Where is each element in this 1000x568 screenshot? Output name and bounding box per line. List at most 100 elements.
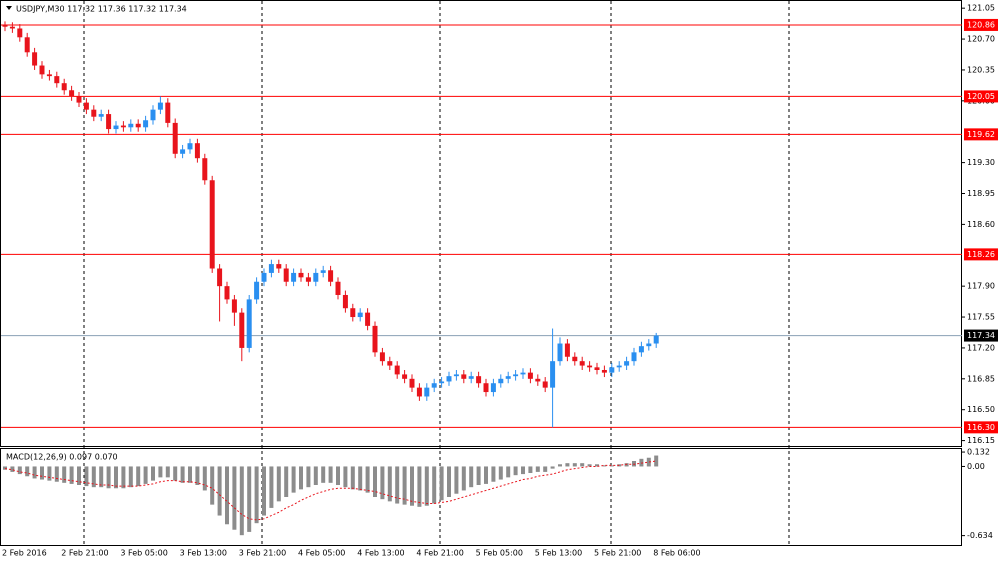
macd-bar: [128, 466, 133, 488]
macd-bar: [291, 466, 296, 493]
candle-body: [587, 365, 593, 368]
candle-body: [283, 268, 289, 282]
y-tick-label: 116.85: [967, 374, 995, 383]
macd-bar: [595, 464, 599, 467]
chart-title: USDJPY,M30 117.32 117.36 117.32 117.34: [16, 5, 187, 14]
macd-bar: [247, 466, 252, 532]
candle-body: [505, 376, 511, 379]
macd-bar: [276, 466, 281, 502]
candle-body: [513, 374, 519, 377]
candle-body: [527, 372, 533, 379]
candle-body: [342, 294, 348, 309]
candle-body: [572, 356, 578, 362]
macd-bar: [239, 466, 244, 536]
menu-arrow: [6, 6, 12, 10]
level-label-box: [964, 18, 998, 31]
candle-body: [194, 143, 200, 159]
macd-bar: [202, 466, 207, 491]
x-tick-label: 5 Feb 13:00: [535, 549, 582, 558]
candle-body: [357, 312, 363, 318]
macd-bar: [91, 466, 96, 488]
macd-bar: [106, 466, 111, 489]
candle-body: [335, 281, 341, 295]
macd-bar: [558, 464, 562, 467]
y-tick-label: 116.50: [967, 405, 995, 414]
macd-bar: [10, 466, 15, 472]
macd-bar: [484, 466, 488, 484]
candle-body: [646, 343, 652, 347]
candle-body: [276, 264, 282, 269]
y-tick-label: 119.30: [967, 158, 995, 167]
macd-bar: [506, 466, 511, 478]
x-tick-label: 4 Feb 05:00: [298, 549, 345, 558]
macd-bar: [299, 466, 303, 490]
x-tick-label: 8 Feb 06:00: [653, 549, 700, 558]
candle-body: [550, 361, 556, 388]
macd-bar: [469, 466, 474, 488]
last-price-label: 117.34: [967, 331, 995, 340]
indicator-title: MACD(12,26,9) 0.097 0.070: [6, 453, 118, 462]
macd-bar: [639, 458, 644, 467]
last-price-box: [964, 329, 998, 342]
level-label: 120.05: [967, 92, 995, 101]
candle-body: [483, 383, 489, 393]
candle-body: [416, 387, 422, 397]
candle-body: [372, 325, 378, 353]
macd-bar: [77, 466, 81, 485]
level-label: 119.62: [967, 130, 995, 139]
candle-body: [128, 123, 134, 128]
macd-bar: [269, 466, 274, 508]
candle-body: [313, 272, 319, 282]
main-frame: [0, 0, 962, 447]
candle-body: [46, 74, 52, 77]
candle-body: [439, 381, 445, 384]
candle-body: [91, 109, 97, 117]
candle-body: [98, 114, 104, 117]
x-tick-label: 5 Feb 05:00: [476, 549, 523, 558]
y-tick-label: 117.90: [967, 282, 995, 291]
candle-body: [246, 299, 252, 348]
candle-body: [328, 270, 334, 282]
macd-bar: [321, 466, 326, 483]
candle-body: [24, 37, 30, 53]
candle-body: [601, 369, 607, 373]
x-tick-label: 5 Feb 21:00: [594, 549, 641, 558]
level-label-box: [964, 128, 998, 141]
macd-bar: [395, 466, 400, 504]
macd-bar: [439, 466, 444, 501]
candle-body: [165, 102, 171, 123]
candle-body: [76, 96, 82, 103]
level-label: 118.26: [967, 250, 995, 259]
macd-bar: [284, 466, 289, 497]
candle-body: [409, 378, 415, 388]
candle-body: [54, 76, 60, 84]
macd-bar: [151, 466, 155, 481]
macd-bar: [528, 466, 533, 473]
x-tick-label: 3 Feb 05:00: [120, 549, 167, 558]
macd-bar: [491, 466, 496, 482]
macd-bar: [654, 455, 659, 467]
macd-bar: [572, 463, 577, 467]
macd-bar: [424, 466, 429, 506]
macd-bar: [180, 466, 185, 483]
candle-body: [305, 277, 311, 282]
candle-body: [39, 65, 45, 75]
x-tick-label: 4 Feb 13:00: [357, 549, 404, 558]
macd-bar: [173, 466, 178, 481]
macd-bar: [40, 466, 44, 480]
macd-bar: [447, 466, 451, 497]
macd-bar: [410, 466, 414, 506]
y-tick-label: 121.05: [967, 4, 995, 13]
macd-bar: [454, 466, 459, 494]
candle-body: [490, 383, 496, 393]
candle-body: [172, 122, 178, 154]
y-tick-label: 116.15: [967, 436, 995, 445]
candle-body: [217, 268, 223, 287]
level-label: 120.86: [967, 20, 995, 29]
candle-body: [69, 90, 75, 97]
macd-bar: [158, 466, 163, 478]
candle-body: [638, 346, 644, 353]
macd-bar: [646, 457, 651, 467]
